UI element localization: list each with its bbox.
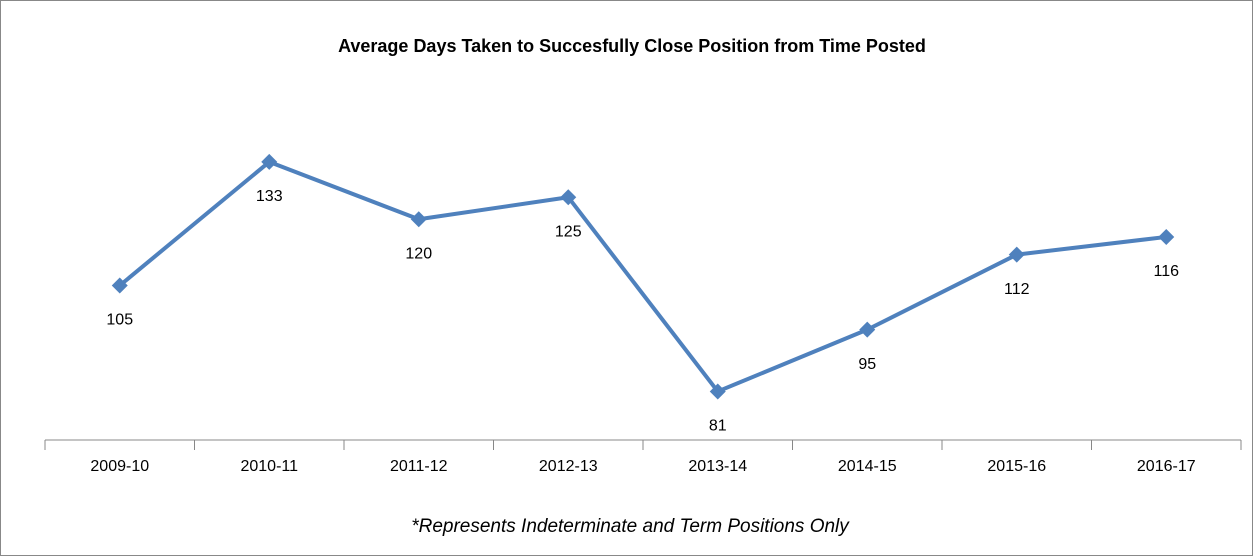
marker bbox=[111, 277, 128, 294]
marker bbox=[859, 321, 876, 338]
marker bbox=[410, 211, 427, 228]
data-label: 81 bbox=[709, 418, 727, 435]
marker bbox=[709, 383, 726, 400]
x-tick-label: 2015-16 bbox=[987, 458, 1046, 475]
data-label: 95 bbox=[858, 356, 876, 373]
x-tick-label: 2016-17 bbox=[1137, 458, 1196, 475]
x-tick-label: 2013-14 bbox=[688, 458, 747, 475]
data-label: 112 bbox=[1004, 281, 1030, 298]
marker bbox=[1008, 246, 1025, 263]
x-tick-label: 2012-13 bbox=[539, 458, 598, 475]
x-tick-label: 2009-10 bbox=[90, 458, 149, 475]
data-label: 120 bbox=[405, 246, 432, 263]
x-tick-label: 2010-11 bbox=[240, 458, 298, 475]
data-label: 105 bbox=[106, 312, 133, 329]
data-label: 133 bbox=[256, 188, 283, 205]
line bbox=[118, 159, 1167, 394]
data-label: 125 bbox=[555, 223, 582, 240]
footnote: *Represents Indeterminate and Term Posit… bbox=[411, 516, 850, 537]
chart-title: Average Days Taken to Succesfully Close … bbox=[338, 36, 926, 56]
marker bbox=[560, 189, 577, 206]
marker bbox=[1158, 228, 1175, 245]
marker bbox=[261, 153, 278, 170]
data-label: 116 bbox=[1153, 263, 1179, 280]
x-tick-label: 2011-12 bbox=[390, 458, 448, 475]
x-tick-label: 2014-15 bbox=[838, 458, 897, 475]
